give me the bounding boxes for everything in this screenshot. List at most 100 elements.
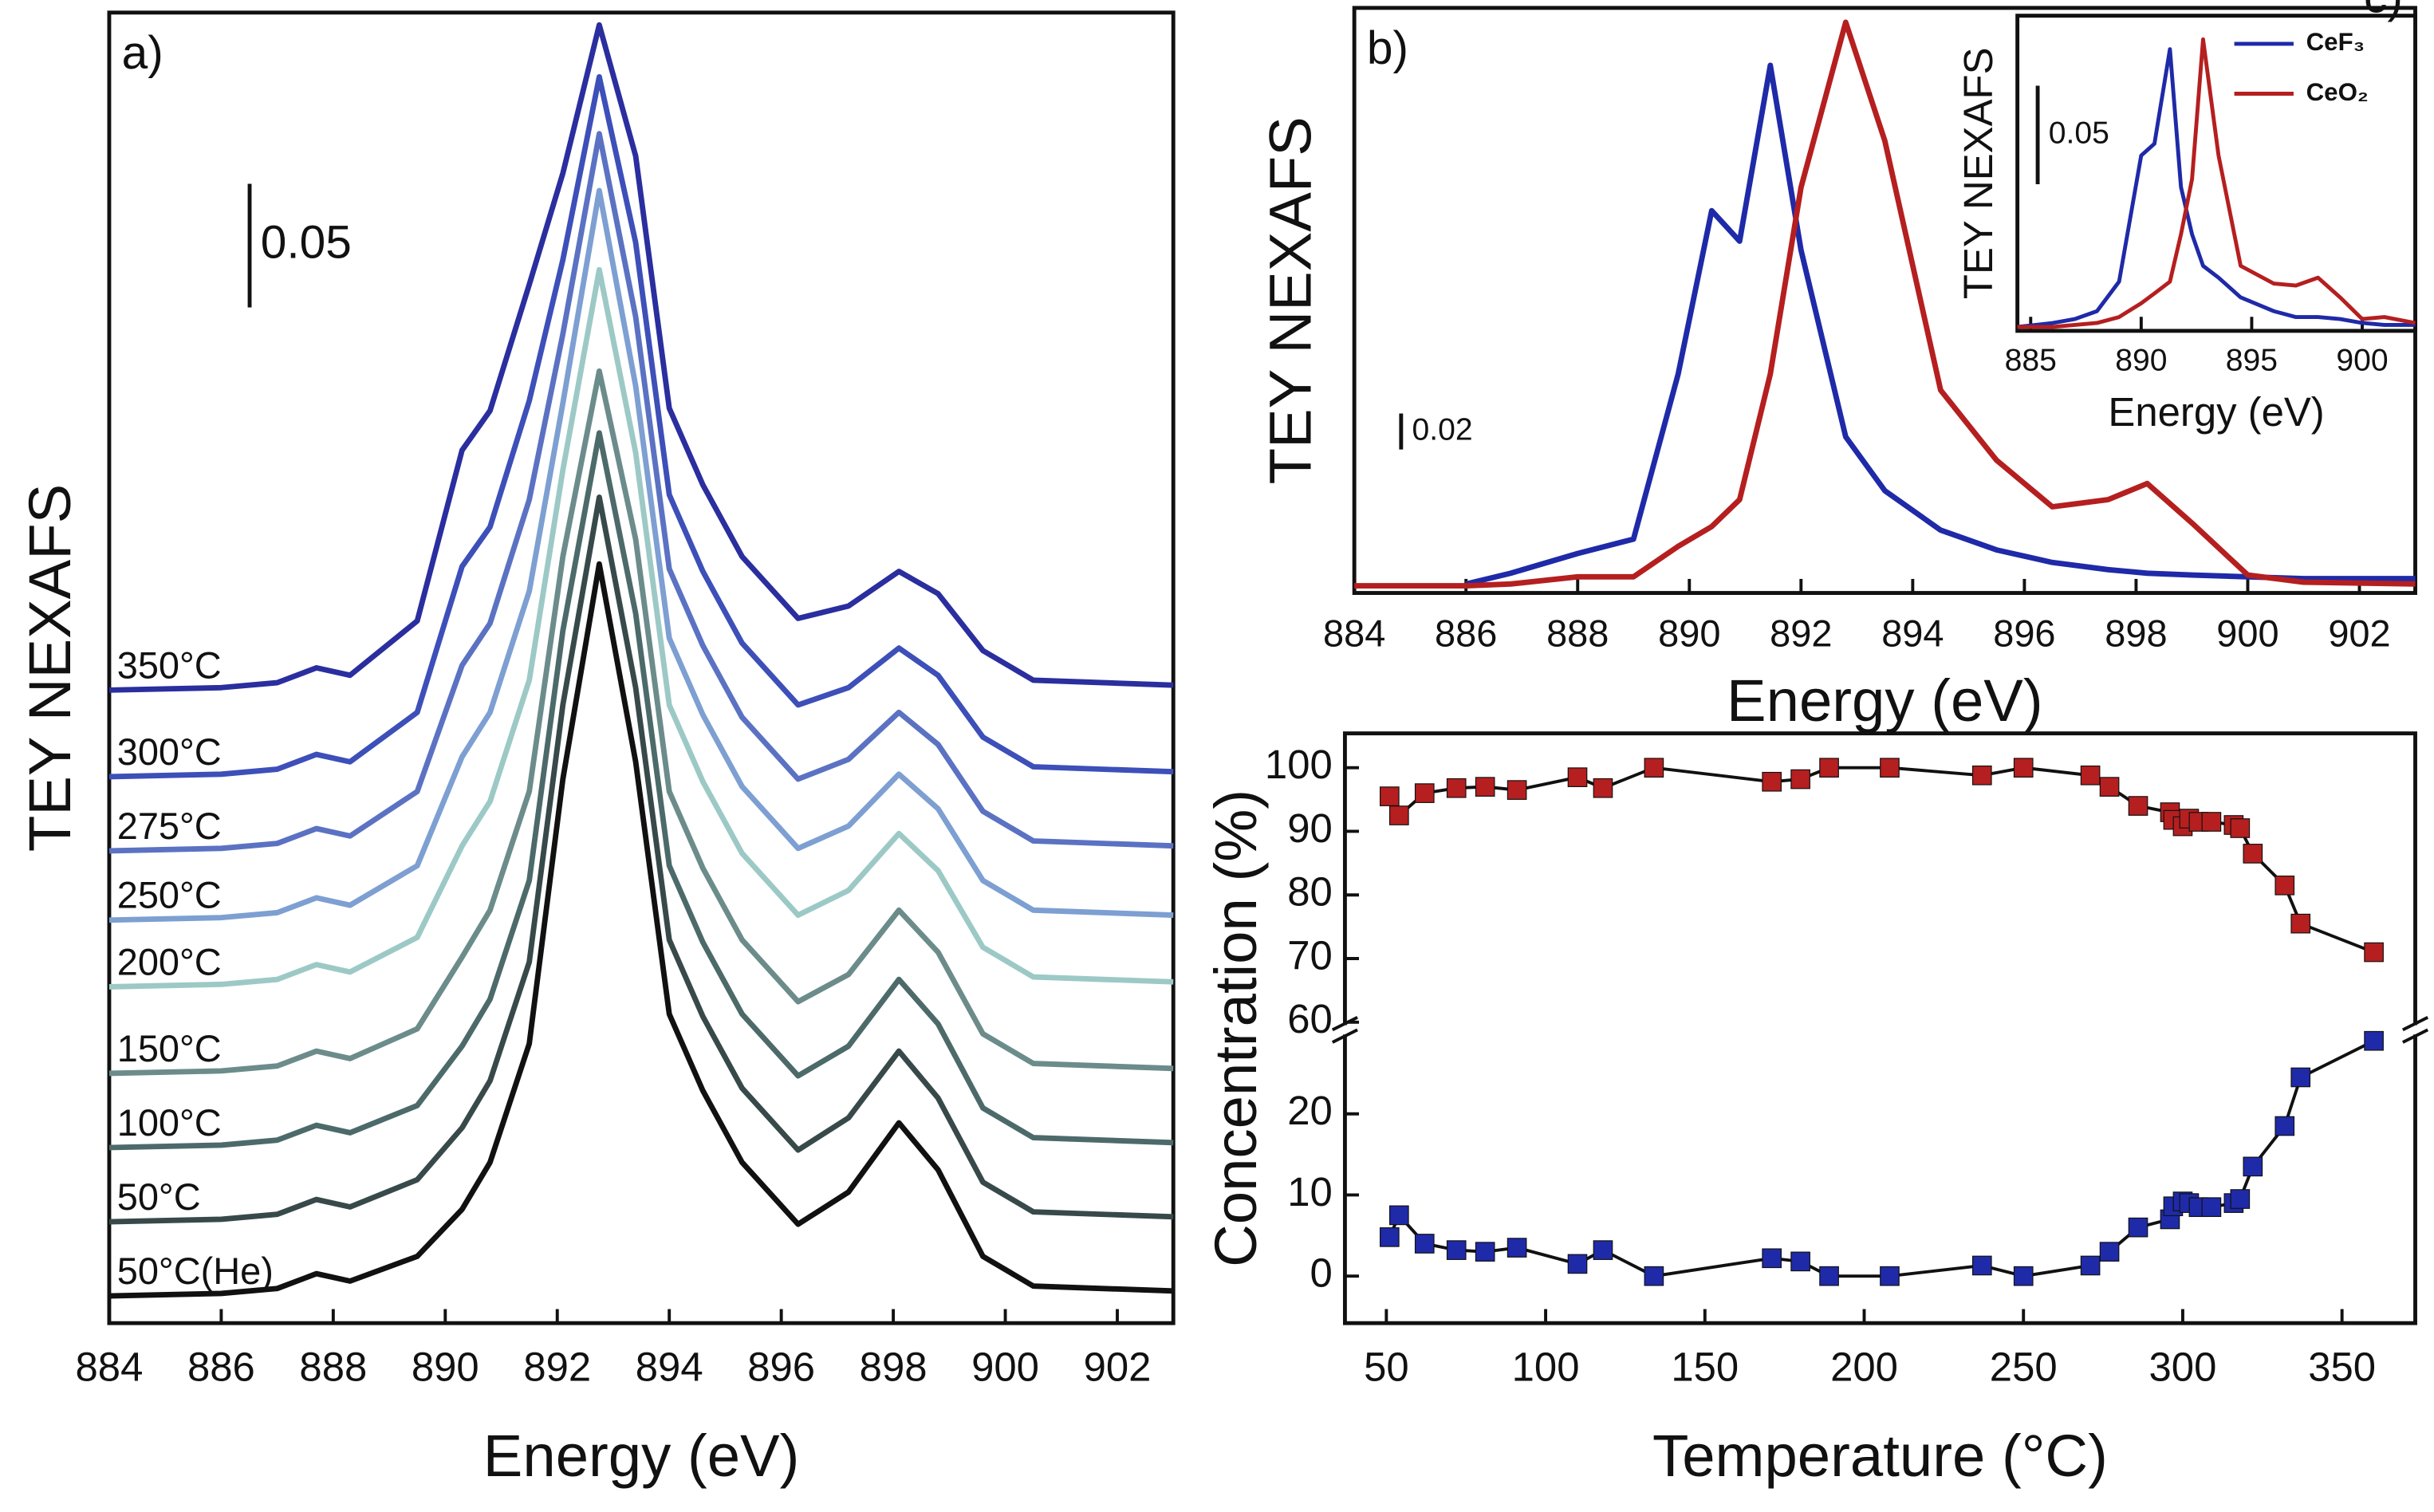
curve-label: 300°C: [117, 730, 222, 773]
y-axis-title: Concentration (%): [1203, 789, 1269, 1267]
data-point: [1389, 1205, 1409, 1226]
data-point: [2080, 765, 2101, 786]
data-point: [1380, 1227, 1400, 1247]
data-point: [1880, 758, 1900, 778]
y-axis-title: TEY NEXAFS: [1955, 47, 2001, 299]
data-point: [2013, 1266, 2034, 1286]
data-point: [1971, 765, 1992, 786]
x-axis-title: Energy (eV): [1727, 667, 2043, 734]
x-tick-label: 884: [1323, 612, 1385, 655]
y-tick-label: 20: [1287, 1088, 1333, 1133]
y-axis-title: TEY NEXAFS: [1257, 116, 1323, 484]
spectrum-line: [108, 494, 1174, 1225]
spectrum-line: [1465, 62, 2416, 587]
data-point: [1644, 1266, 1664, 1286]
data-point: [1819, 1266, 1839, 1286]
x-tick-label: 896: [1993, 612, 2055, 655]
x-tick-label: 884: [76, 1344, 144, 1389]
data-point: [2364, 942, 2384, 963]
x-tick-label: 900: [2216, 612, 2278, 655]
data-point: [1446, 1240, 1467, 1260]
spectrum-line: [108, 561, 1174, 1299]
x-tick-label: 886: [1435, 612, 1497, 655]
x-axis-title: Energy (eV): [2108, 389, 2324, 435]
x-tick-label: 888: [299, 1344, 367, 1389]
y-tick-label: 70: [1287, 932, 1333, 978]
plot-frame: [1342, 731, 2417, 1325]
data-point: [1790, 769, 1810, 789]
scale-bar-label: 0.05: [2049, 116, 2109, 151]
x-tick-label: 885: [2005, 343, 2057, 377]
x-tick-label: 898: [2105, 612, 2167, 655]
curve-label: 50°C(He): [117, 1250, 274, 1292]
x-axis-title: Temperature (°C): [1652, 1423, 2108, 1489]
data-point: [1446, 778, 1467, 798]
data-point: [2013, 758, 2034, 778]
scale-bar-label: 0.02: [1412, 412, 1473, 447]
data-point: [2099, 777, 2120, 797]
x-tick-label: 900: [971, 1344, 1039, 1389]
y-tick-label: 90: [1287, 805, 1333, 851]
curve-label: 350°C: [117, 644, 222, 686]
x-tick-label: 895: [2226, 343, 2278, 377]
spectrum-line: [108, 266, 1174, 990]
data-point: [1475, 777, 1495, 797]
y-tick-label: 60: [1287, 996, 1333, 1041]
data-point: [1819, 758, 1839, 778]
panel-label: a): [122, 27, 163, 79]
axis-break-gap: [2402, 1025, 2428, 1035]
x-tick-label: 890: [412, 1344, 479, 1389]
data-point: [1380, 786, 1400, 806]
legend-label: CeO₂: [2306, 78, 2369, 106]
spectrum-line: [108, 73, 1174, 780]
data-point: [2364, 1030, 2384, 1051]
data-point: [1567, 767, 1588, 787]
data-point: [2201, 1197, 2222, 1218]
plot-frame: [2015, 14, 2417, 333]
data-point: [2243, 844, 2263, 864]
data-point: [1762, 771, 1782, 792]
spectrum-line: [108, 368, 1174, 1077]
x-tick-label: 886: [187, 1344, 255, 1389]
x-tick-label: 892: [1770, 612, 1832, 655]
data-point: [2099, 1242, 2120, 1262]
legend-label: CeF₃: [2306, 28, 2365, 56]
axis-break-mark: [2401, 1015, 2429, 1032]
x-tick-label: 894: [636, 1344, 703, 1389]
y-tick-label: 80: [1287, 869, 1333, 915]
spectrum-line: [108, 187, 1174, 923]
data-point: [2128, 796, 2148, 816]
x-tick-label: 300: [2149, 1344, 2217, 1389]
spectrum-line: [2017, 47, 2416, 329]
spectrum-line: [108, 22, 1174, 693]
data-point: [2290, 913, 2311, 934]
x-tick-label: 894: [1881, 612, 1944, 655]
x-tick-label: 200: [1830, 1344, 1898, 1389]
scale-bar-label: 0.05: [261, 217, 352, 269]
data-point: [1762, 1248, 1782, 1269]
x-tick-label: 350: [2308, 1344, 2376, 1389]
data-point: [2128, 1217, 2148, 1238]
data-point: [2243, 1156, 2263, 1177]
data-point: [1593, 1240, 1613, 1260]
y-tick-label: 100: [1265, 742, 1333, 787]
spectrum-line: [1354, 19, 2416, 589]
data-point: [2230, 1189, 2251, 1209]
data-point: [2274, 875, 2295, 896]
spectrum-line: [108, 131, 1174, 854]
curve-label: 150°C: [117, 1027, 222, 1069]
axis-break-gap: [1332, 1025, 1358, 1035]
x-tick-label: 890: [2115, 343, 2167, 377]
curve-label: 250°C: [117, 874, 222, 916]
axis-break-mark: [1331, 1015, 1358, 1032]
data-point: [1475, 1242, 1495, 1262]
x-tick-label: 900: [2336, 343, 2388, 377]
x-tick-label: 888: [1546, 612, 1609, 655]
y-tick-label: 0: [1310, 1250, 1332, 1296]
x-tick-label: 892: [523, 1344, 591, 1389]
panel-label: c): [2364, 0, 2403, 23]
spectrum-line: [2017, 37, 2416, 329]
data-point: [1567, 1254, 1588, 1274]
